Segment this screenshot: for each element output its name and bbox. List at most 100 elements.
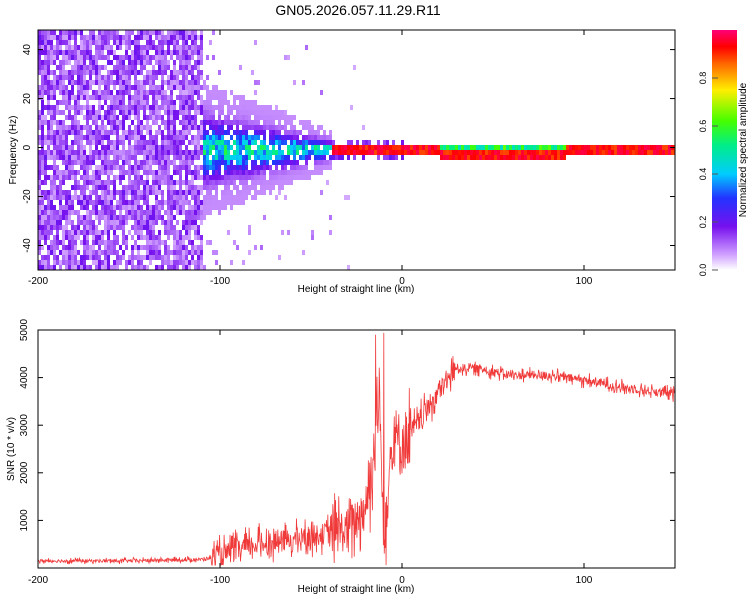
heatmap-cell bbox=[350, 145, 353, 150]
heatmap-cell bbox=[155, 30, 158, 35]
heatmap-cell bbox=[86, 160, 89, 165]
heatmap-cell bbox=[179, 45, 182, 50]
heatmap-cell bbox=[173, 240, 176, 245]
heatmap-cell bbox=[89, 155, 92, 160]
heatmap-cell bbox=[275, 155, 278, 160]
heatmap-cell bbox=[155, 245, 158, 250]
heatmap-cell bbox=[140, 245, 143, 250]
heatmap-cell bbox=[167, 75, 170, 80]
heatmap-cell bbox=[101, 150, 104, 155]
heatmap-cell bbox=[269, 150, 272, 155]
heatmap-cell bbox=[221, 145, 224, 150]
heatmap-cell bbox=[284, 135, 287, 140]
colorbar-gradient bbox=[712, 30, 737, 270]
heatmap-cell bbox=[185, 30, 188, 35]
heatmap-cell bbox=[116, 260, 119, 265]
heatmap-cell bbox=[188, 215, 191, 220]
heatmap-cell bbox=[56, 235, 59, 240]
heatmap-cell bbox=[134, 105, 137, 110]
heatmap-cell bbox=[62, 90, 65, 95]
heatmap-cell bbox=[428, 150, 431, 155]
heatmap-cell bbox=[191, 75, 194, 80]
heatmap-cell bbox=[146, 210, 149, 215]
heatmap-cell bbox=[302, 150, 305, 155]
heatmap-cell bbox=[125, 65, 128, 70]
heatmap-cell bbox=[170, 140, 173, 145]
heatmap-cell bbox=[128, 35, 131, 40]
heatmap-cell bbox=[236, 140, 239, 145]
heatmap-cell bbox=[80, 50, 83, 55]
heatmap-cell bbox=[71, 165, 74, 170]
heatmap-cell bbox=[272, 185, 275, 190]
heatmap-cell bbox=[143, 195, 146, 200]
heatmap-cell bbox=[53, 155, 56, 160]
heatmap-cell bbox=[98, 80, 101, 85]
heatmap-cell bbox=[74, 120, 77, 125]
heatmap-cell bbox=[218, 100, 221, 105]
heatmap-cell bbox=[179, 170, 182, 175]
heatmap-cell bbox=[161, 150, 164, 155]
heatmap-cell bbox=[161, 255, 164, 260]
heatmap-cell bbox=[182, 250, 185, 255]
heatmap-cell bbox=[155, 255, 158, 260]
heatmap-cell bbox=[140, 150, 143, 155]
heatmap-cell bbox=[209, 105, 212, 110]
heatmap-cell bbox=[146, 220, 149, 225]
heatmap-cell bbox=[158, 40, 161, 45]
heatmap-cell bbox=[155, 210, 158, 215]
heatmap-cell bbox=[197, 170, 200, 175]
heatmap-cell bbox=[131, 40, 134, 45]
heatmap-cell bbox=[245, 150, 248, 155]
heatmap-cell bbox=[314, 130, 317, 135]
heatmap-cell bbox=[89, 50, 92, 55]
heatmap-cell bbox=[233, 100, 236, 105]
heatmap-cell bbox=[71, 250, 74, 255]
heatmap-cell bbox=[629, 150, 632, 155]
heatmap-cell bbox=[314, 165, 317, 170]
heatmap-cell bbox=[281, 115, 284, 120]
heatmap-cell bbox=[206, 160, 209, 165]
heatmap-cell bbox=[329, 165, 332, 170]
heatmap-cell bbox=[65, 220, 68, 225]
heatmap-cell bbox=[224, 175, 227, 180]
heatmap-cell bbox=[260, 165, 263, 170]
heatmap-cell bbox=[92, 95, 95, 100]
heatmap-cell bbox=[191, 160, 194, 165]
heatmap-cell bbox=[191, 225, 194, 230]
heatmap-cell bbox=[128, 130, 131, 135]
heatmap-cell bbox=[113, 100, 116, 105]
heatmap-cell bbox=[107, 120, 110, 125]
heatmap-cell bbox=[92, 260, 95, 265]
heatmap-cell bbox=[131, 250, 134, 255]
heatmap-cell bbox=[215, 205, 218, 210]
heatmap-cell bbox=[302, 125, 305, 130]
heatmap-cell bbox=[188, 165, 191, 170]
heatmap-cell bbox=[212, 95, 215, 100]
heatmap-cell bbox=[161, 135, 164, 140]
heatmap-cell bbox=[191, 85, 194, 90]
heatmap-cell bbox=[410, 145, 413, 150]
heatmap-cell bbox=[176, 80, 179, 85]
heatmap-cell bbox=[173, 170, 176, 175]
heatmap-cell bbox=[83, 50, 86, 55]
heatmap-cell bbox=[44, 135, 47, 140]
heatmap-cell bbox=[209, 240, 212, 245]
heatmap-cell bbox=[59, 50, 62, 55]
heatmap-cell bbox=[563, 155, 566, 160]
heatmap-cell bbox=[359, 150, 362, 155]
heatmap-cell bbox=[134, 155, 137, 160]
heatmap-cell bbox=[254, 165, 257, 170]
heatmap-cell bbox=[164, 175, 167, 180]
heatmap-cell bbox=[320, 165, 323, 170]
heatmap-cell bbox=[113, 140, 116, 145]
heatmap-cell bbox=[188, 155, 191, 160]
heatmap-cell bbox=[197, 130, 200, 135]
heatmap-cell bbox=[98, 130, 101, 135]
heatmap-cell bbox=[116, 240, 119, 245]
heatmap-cell bbox=[293, 115, 296, 120]
heatmap-cell bbox=[83, 220, 86, 225]
heatmap-cell bbox=[308, 130, 311, 135]
heatmap-cell bbox=[275, 140, 278, 145]
heatmap-cell bbox=[68, 115, 71, 120]
heatmap-cell bbox=[197, 165, 200, 170]
